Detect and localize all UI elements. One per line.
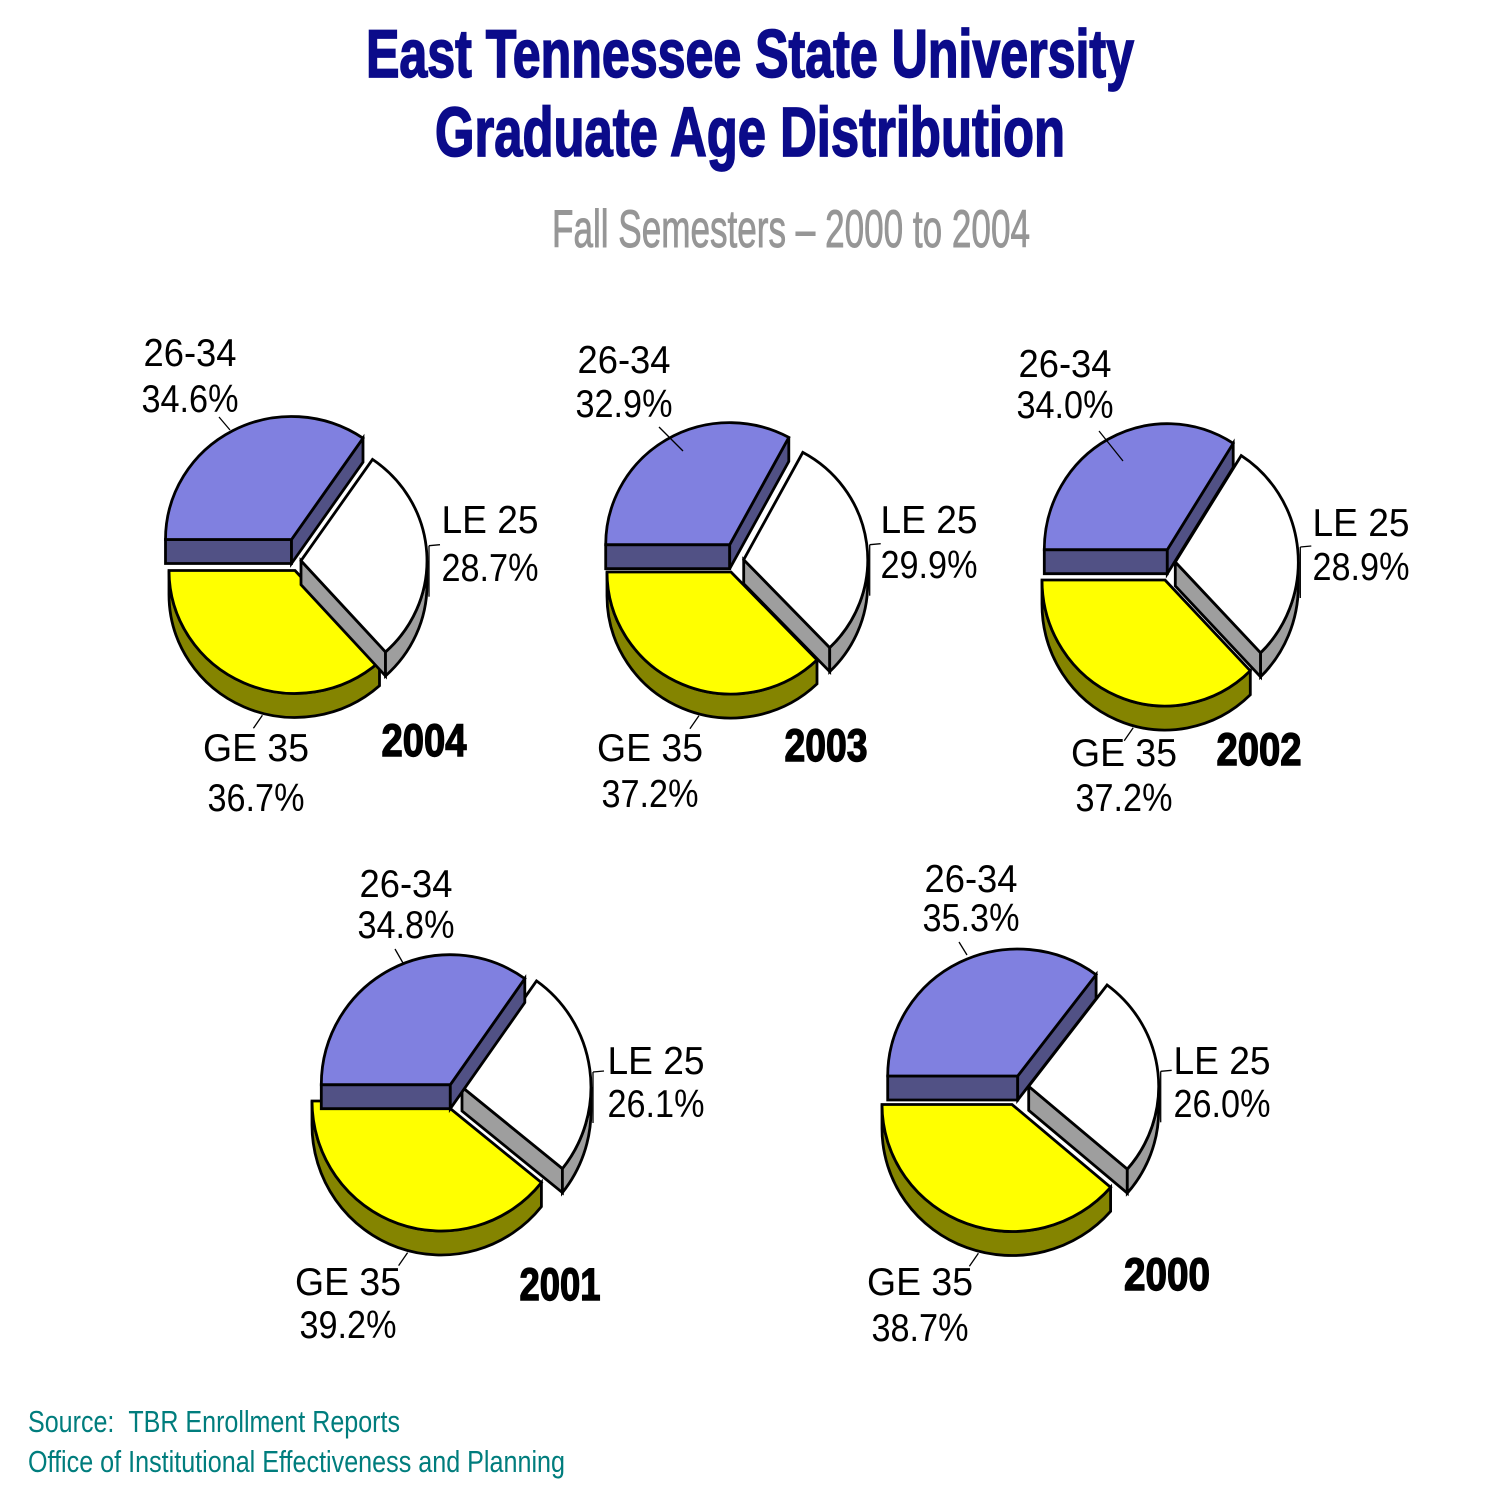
svg-text:GE 35: GE 35	[1071, 732, 1177, 775]
svg-text:34.8%: 34.8%	[358, 904, 455, 947]
svg-text:32.9%: 32.9%	[576, 383, 673, 426]
svg-text:28.9%: 28.9%	[1313, 546, 1410, 589]
svg-text:26.1%: 26.1%	[608, 1083, 705, 1126]
svg-text:GE 35: GE 35	[203, 727, 309, 770]
svg-text:28.7%: 28.7%	[442, 547, 539, 590]
svg-text:LE 25: LE 25	[442, 499, 539, 542]
svg-text:2002: 2002	[1217, 724, 1302, 775]
svg-text:34.6%: 34.6%	[142, 378, 239, 421]
svg-text:26-34: 26-34	[360, 863, 453, 906]
svg-text:LE 25: LE 25	[1174, 1040, 1271, 1083]
svg-text:Fall Semesters – 2000 to 2004: Fall Semesters – 2000 to 2004	[552, 200, 1030, 259]
svg-text:34.0%: 34.0%	[1017, 384, 1114, 427]
svg-text:2004: 2004	[382, 715, 467, 766]
svg-text:Office of Institutional Effect: Office of Institutional Effectiveness an…	[28, 1444, 565, 1479]
svg-text:26.0%: 26.0%	[1174, 1083, 1271, 1126]
svg-text:37.2%: 37.2%	[602, 773, 699, 816]
svg-text:Graduate Age Distribution: Graduate Age Distribution	[435, 93, 1065, 171]
svg-text:2003: 2003	[785, 720, 868, 771]
svg-text:GE 35: GE 35	[295, 1261, 401, 1304]
svg-text:26-34: 26-34	[578, 339, 671, 382]
svg-text:GE 35: GE 35	[867, 1261, 973, 1304]
svg-text:35.3%: 35.3%	[923, 897, 1020, 940]
svg-text:39.2%: 39.2%	[300, 1304, 397, 1347]
svg-text:26-34: 26-34	[144, 332, 237, 375]
svg-text:Source: TBR Enrollment Report: Source: TBR Enrollment Reports	[28, 1404, 400, 1439]
svg-text:26-34: 26-34	[925, 858, 1018, 901]
svg-text:LE 25: LE 25	[881, 499, 978, 542]
svg-text:29.9%: 29.9%	[881, 544, 978, 587]
svg-text:LE 25: LE 25	[608, 1040, 705, 1083]
svg-text:East Tennessee State Universit: East Tennessee State University	[366, 16, 1134, 92]
svg-text:36.7%: 36.7%	[208, 777, 305, 820]
svg-text:37.2%: 37.2%	[1076, 777, 1173, 820]
svg-text:38.7%: 38.7%	[872, 1307, 969, 1350]
svg-text:2001: 2001	[520, 1259, 601, 1310]
svg-text:GE 35: GE 35	[597, 727, 703, 770]
svg-text:26-34: 26-34	[1019, 343, 1112, 386]
svg-text:LE 25: LE 25	[1313, 502, 1410, 545]
svg-text:2000: 2000	[1124, 1249, 1210, 1300]
